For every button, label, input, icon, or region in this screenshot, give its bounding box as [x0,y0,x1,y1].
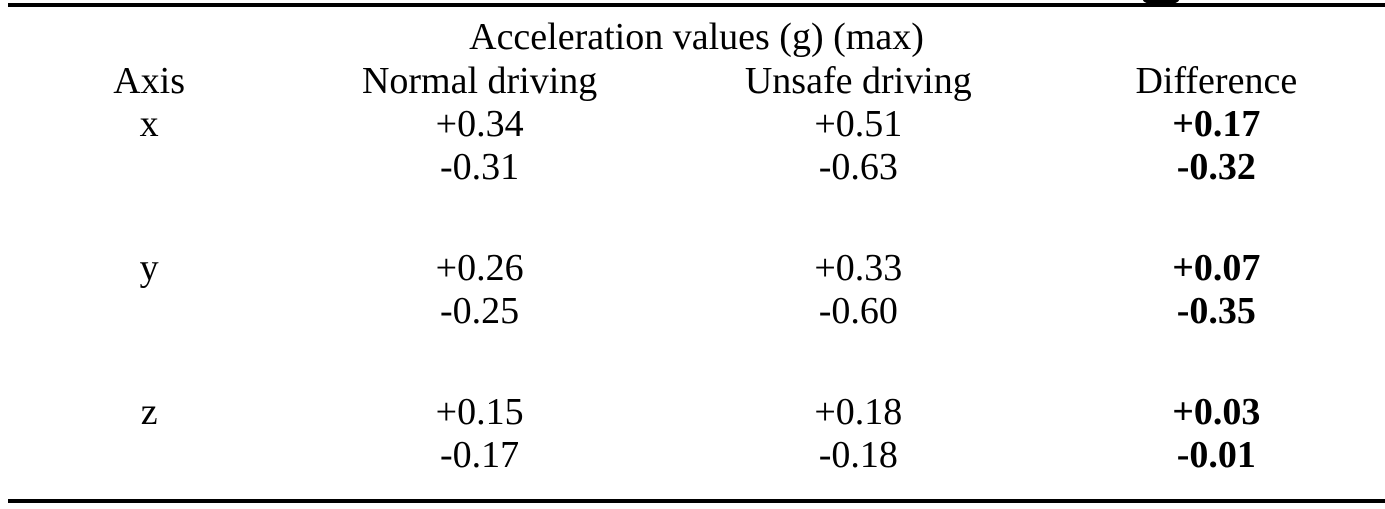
table-top-rule [8,3,1385,7]
value-y-normal-positive: +0.26 [435,247,524,289]
axis-label-x: x [139,103,159,145]
value-y-difference-negative: -0.35 [1176,290,1256,332]
acceleration-table: Acceleration values (g) (max) Axis Norma… [8,8,1385,477]
value-z-difference-negative: -0.01 [1176,434,1256,476]
table-row-x-negative: -0.31 -0.63 -0.32 [8,146,1385,189]
axis-label-z: z [140,391,158,433]
value-x-normal-negative: -0.31 [440,146,520,188]
value-z-normal-negative: -0.17 [440,434,520,476]
axis-label-empty [8,290,290,333]
value-z-difference-positive: +0.03 [1172,391,1261,433]
value-y-unsafe-positive: +0.33 [814,247,903,289]
value-x-difference-positive: +0.17 [1172,103,1261,145]
column-header-axis: Axis [113,59,186,102]
table-bottom-rule [8,499,1385,503]
axis-label-y: y [139,247,159,289]
table-row-z-positive: z +0.15 +0.18 +0.03 [8,391,1385,434]
value-x-normal-positive: +0.34 [435,103,524,145]
axis-label-empty [8,146,290,189]
table-row-z-negative: -0.17 -0.18 -0.01 [8,434,1385,477]
table-header-row: Axis Normal driving Unsafe driving Diffe… [8,59,1385,103]
group-spacer [8,189,1385,247]
value-z-normal-positive: +0.15 [435,391,524,433]
table-title: Acceleration values (g) (max) [469,16,924,58]
table-row-y-negative: -0.25 -0.60 -0.35 [8,290,1385,333]
value-x-unsafe-positive: +0.51 [814,103,903,145]
cropped-text-fragment [1143,0,1179,5]
value-y-difference-positive: +0.07 [1172,247,1261,289]
value-x-unsafe-negative: -0.63 [818,146,898,188]
value-z-unsafe-negative: -0.18 [818,434,898,476]
value-x-difference-negative: -0.32 [1176,146,1256,188]
column-header-unsafe-driving: Unsafe driving [744,59,972,102]
table-title-row: Acceleration values (g) (max) [8,8,1385,59]
value-z-unsafe-positive: +0.18 [814,391,903,433]
axis-label-empty [8,434,290,477]
column-header-difference: Difference [1135,59,1298,102]
value-y-unsafe-negative: -0.60 [818,290,898,332]
table-row-x-positive: x +0.34 +0.51 +0.17 [8,103,1385,146]
value-y-normal-negative: -0.25 [440,290,520,332]
table-row-y-positive: y +0.26 +0.33 +0.07 [8,247,1385,290]
column-header-normal-driving: Normal driving [361,59,598,102]
group-spacer [8,333,1385,391]
